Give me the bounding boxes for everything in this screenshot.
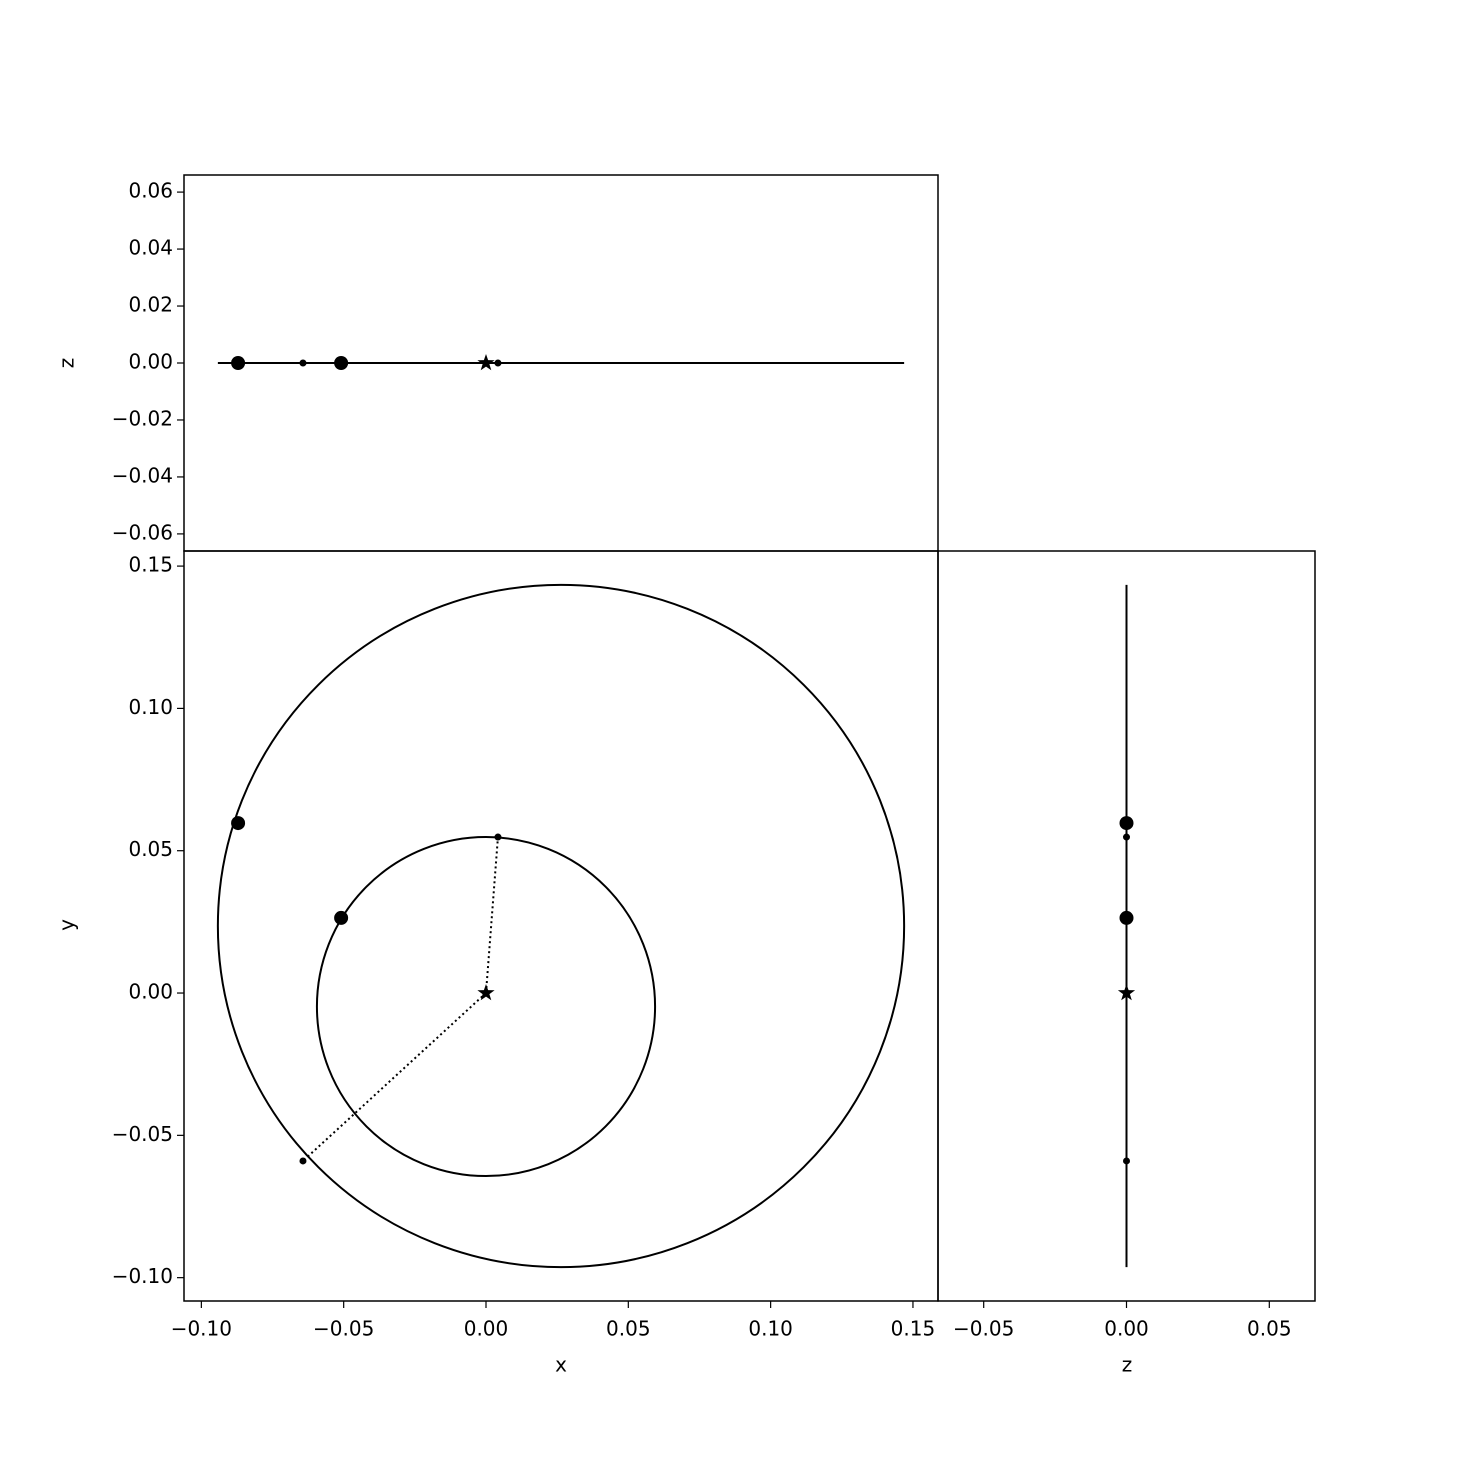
z-axis-label: z — [55, 358, 79, 369]
orbit — [216, 583, 906, 1269]
y-tick-label: 0.15 — [128, 553, 173, 577]
planet — [1119, 816, 1134, 831]
x-tick-label: 0.10 — [748, 1317, 793, 1341]
planet — [334, 356, 349, 370]
periastron-line — [485, 836, 499, 994]
z-tick-label: −0.04 — [112, 463, 173, 487]
periastron — [1123, 833, 1130, 841]
periastron-line — [302, 992, 487, 1162]
planet — [334, 910, 349, 925]
z-tick-label: 0.02 — [128, 293, 173, 317]
star — [1117, 984, 1136, 1001]
y-tick-label: −0.10 — [112, 1264, 173, 1288]
x-tick-label: 0.00 — [464, 1317, 509, 1341]
periastron — [1123, 1157, 1130, 1165]
z-tick-label: 0.05 — [1247, 1317, 1292, 1341]
z-axis-label: z — [1122, 1353, 1133, 1377]
x-tick-label: 0.15 — [891, 1317, 936, 1341]
x-tick-label: 0.05 — [606, 1317, 651, 1341]
x-tick-label: −0.10 — [171, 1317, 232, 1341]
periastron — [494, 359, 502, 367]
planet — [231, 356, 246, 370]
z-tick-label: 0.00 — [128, 350, 173, 374]
planet — [1119, 910, 1134, 925]
star — [477, 354, 495, 371]
y-tick-label: 0.05 — [128, 837, 173, 861]
z-tick-label: 0.04 — [128, 236, 173, 260]
y-tick-label: −0.05 — [112, 1122, 173, 1146]
periastron — [299, 359, 307, 367]
y-tick-label: 0.00 — [128, 980, 173, 1004]
z-tick-label: −0.02 — [112, 406, 173, 430]
y-axis-label: y — [55, 919, 79, 931]
orbit — [315, 836, 657, 1178]
z-tick-label: 0.00 — [1104, 1317, 1149, 1341]
x-tick-label: −0.05 — [313, 1317, 374, 1341]
z-tick-label: −0.05 — [953, 1317, 1014, 1341]
planet — [231, 816, 246, 831]
z-tick-label: −0.06 — [112, 520, 173, 544]
star — [477, 984, 495, 1001]
y-tick-label: 0.10 — [128, 695, 173, 719]
periastron — [299, 1157, 307, 1165]
z-tick-label: 0.06 — [128, 179, 173, 203]
periastron — [494, 833, 502, 841]
x-axis-label: x — [555, 1353, 567, 1377]
